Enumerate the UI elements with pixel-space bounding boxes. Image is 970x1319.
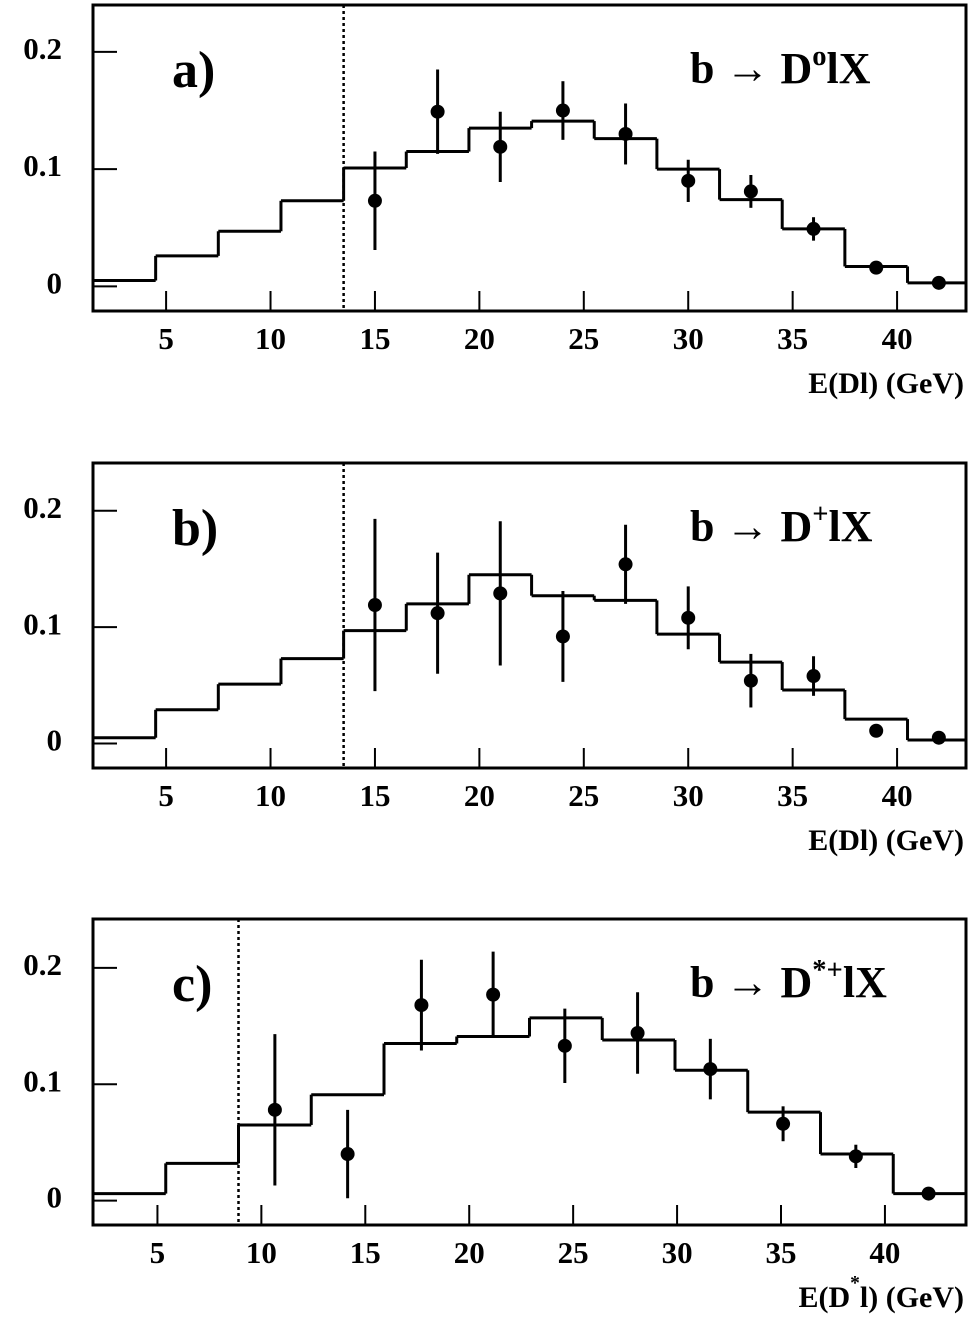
data-point xyxy=(367,193,382,208)
data-point xyxy=(486,987,501,1002)
data-point xyxy=(430,606,445,621)
process-label-sup: *+ xyxy=(812,955,843,986)
x-axis-label: E(Dl) (GeV) xyxy=(808,824,964,857)
data-point xyxy=(931,275,946,290)
data-point xyxy=(681,610,696,625)
process-label-rest: lX xyxy=(843,958,887,1007)
process-label-sup: + xyxy=(812,499,828,530)
y-tick-label: 0.1 xyxy=(23,1063,62,1098)
x-tick-label: 20 xyxy=(464,778,495,813)
data-point xyxy=(743,673,758,688)
x-tick-label: 20 xyxy=(454,1235,485,1270)
x-tick-label: 25 xyxy=(568,321,599,356)
x-tick-label: 35 xyxy=(777,321,808,356)
y-tick-label: 0.1 xyxy=(23,148,62,183)
data-point xyxy=(340,1147,355,1162)
x-tick-label: 15 xyxy=(359,778,390,813)
process-label: b → D*+lX xyxy=(690,955,887,1007)
x-tick-label: 30 xyxy=(673,778,704,813)
x-tick-label: 40 xyxy=(869,1235,900,1270)
data-point xyxy=(681,173,696,188)
plot-frame xyxy=(91,3,968,313)
panel-label: a) xyxy=(172,42,215,99)
process-label-rest: lX xyxy=(829,502,873,551)
x-tick-label: 10 xyxy=(255,778,286,813)
x-tick-label: 5 xyxy=(150,1235,166,1270)
data-point xyxy=(555,629,570,644)
y-tick-label: 0.2 xyxy=(23,31,62,66)
data-point xyxy=(743,184,758,199)
data-point xyxy=(869,260,884,275)
x-tick-label: 15 xyxy=(350,1235,381,1270)
data-point xyxy=(557,1038,572,1053)
data-point xyxy=(493,139,508,154)
panel-label: c) xyxy=(172,956,212,1013)
x-tick-label: 40 xyxy=(882,778,913,813)
process-label-base: b → D xyxy=(690,502,812,551)
x-tick-label: 35 xyxy=(766,1235,797,1270)
x-axis-label: E(D*l) (GeV) xyxy=(798,1273,964,1314)
process-label-rest: lX xyxy=(827,44,871,93)
plot-frame xyxy=(91,461,968,770)
process-label-base: b → D xyxy=(690,44,812,93)
process-label: b → DolX xyxy=(690,41,871,93)
y-tick-label: 0.2 xyxy=(23,947,62,982)
plot-frame xyxy=(91,917,968,1227)
data-point xyxy=(931,730,946,745)
y-tick-label: 0 xyxy=(47,1180,63,1215)
panel-label: b) xyxy=(172,500,218,557)
data-point xyxy=(703,1062,718,1077)
process-label-base: b → D xyxy=(690,958,812,1007)
data-point xyxy=(555,103,570,118)
data-point xyxy=(618,557,633,572)
data-point xyxy=(806,221,821,236)
data-point xyxy=(630,1026,645,1041)
data-point xyxy=(367,598,382,613)
x-tick-label: 25 xyxy=(568,778,599,813)
data-point xyxy=(776,1116,791,1131)
x-tick-label: 20 xyxy=(464,321,495,356)
y-tick-label: 0 xyxy=(47,265,63,300)
data-point xyxy=(414,998,429,1013)
x-tick-label: 30 xyxy=(673,321,704,356)
x-tick-label: 10 xyxy=(255,321,286,356)
x-tick-label: 10 xyxy=(246,1235,277,1270)
x-tick-label: 5 xyxy=(158,321,174,356)
data-point xyxy=(618,126,633,141)
x-tick-label: 30 xyxy=(662,1235,693,1270)
x-tick-label: 15 xyxy=(359,321,390,356)
data-point xyxy=(806,669,821,684)
process-label: b → D+lX xyxy=(690,499,873,551)
process-label-sup: o xyxy=(812,41,826,72)
data-point xyxy=(869,723,884,738)
x-axis-label: E(Dl) (GeV) xyxy=(808,367,964,400)
x-tick-label: 5 xyxy=(158,778,174,813)
x-tick-label: 25 xyxy=(558,1235,589,1270)
x-axis-label-base: E(D xyxy=(798,1281,850,1314)
data-point xyxy=(493,586,508,601)
data-point xyxy=(848,1149,863,1164)
x-tick-label: 40 xyxy=(882,321,913,356)
data-point xyxy=(921,1186,936,1201)
x-tick-label: 35 xyxy=(777,778,808,813)
data-point xyxy=(267,1102,282,1117)
x-axis-label-sup: * xyxy=(850,1273,860,1294)
y-tick-label: 0.2 xyxy=(23,490,62,525)
y-tick-label: 0.1 xyxy=(23,606,62,641)
data-point xyxy=(430,104,445,119)
y-tick-label: 0 xyxy=(47,723,63,758)
x-axis-label-rest: l) (GeV) xyxy=(860,1281,964,1314)
